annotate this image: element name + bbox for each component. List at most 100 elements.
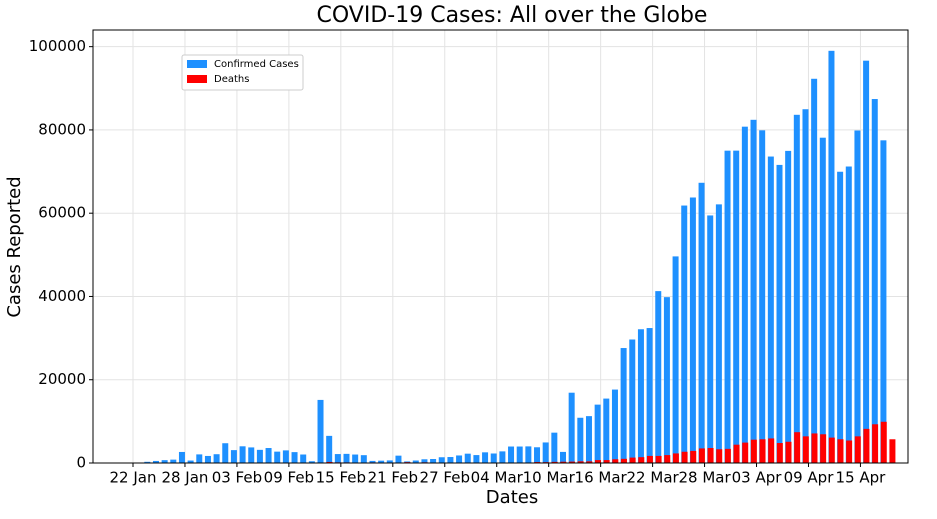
bar: [681, 206, 687, 463]
legend-swatch: [187, 75, 207, 83]
bar: [300, 455, 306, 463]
bar: [837, 439, 843, 463]
legend-label: Deaths: [214, 74, 249, 85]
bar: [673, 256, 679, 463]
bar: [170, 460, 176, 463]
bar: [274, 452, 280, 463]
bar: [777, 165, 783, 463]
bar: [699, 183, 705, 463]
x-tick-label: 03 Apr: [732, 469, 783, 487]
x-axis-label: Dates: [486, 487, 538, 508]
bar: [725, 449, 731, 463]
bar: [318, 400, 324, 463]
bar: [803, 436, 809, 463]
bar: [768, 438, 774, 463]
y-tick-label: 40000: [38, 287, 86, 305]
y-tick-label: 20000: [38, 370, 86, 388]
bar: [491, 453, 497, 463]
bar: [603, 399, 609, 463]
legend-swatch: [187, 60, 207, 68]
bar: [673, 453, 679, 463]
bar: [664, 455, 670, 463]
bar: [508, 447, 514, 463]
bar: [656, 456, 662, 463]
bar: [499, 451, 505, 463]
x-tick-label: 22 Mar: [627, 469, 680, 487]
bar: [629, 339, 635, 463]
bar: [820, 138, 826, 463]
bar: [707, 215, 713, 463]
bar: [395, 456, 401, 463]
bar: [785, 151, 791, 463]
bar: [638, 457, 644, 463]
bar: [854, 130, 860, 463]
bar: [551, 433, 557, 463]
bar: [881, 422, 887, 463]
bar: [820, 434, 826, 463]
y-axis-label: Cases Reported: [4, 176, 25, 317]
bar: [828, 51, 834, 463]
bar: [612, 390, 618, 463]
bar: [240, 446, 246, 463]
x-tick-label: 03 Feb: [212, 469, 262, 487]
bar: [595, 405, 601, 463]
bar: [248, 447, 254, 463]
x-tick-label: 27 Feb: [420, 469, 470, 487]
bar: [880, 140, 886, 463]
bar: [855, 436, 861, 463]
bar: [222, 443, 228, 463]
bar: [811, 433, 817, 463]
bar: [465, 454, 471, 463]
bar: [335, 454, 341, 463]
bar: [482, 452, 488, 463]
bar: [447, 457, 453, 463]
bar: [361, 455, 367, 463]
bar: [214, 454, 220, 463]
bar: [196, 454, 202, 463]
bar: [742, 127, 748, 463]
bar: [690, 451, 696, 463]
bar: [759, 130, 765, 463]
x-tick-label: 21 Feb: [368, 469, 418, 487]
bar: [768, 157, 774, 463]
bar: [863, 61, 869, 463]
y-tick-label: 100000: [29, 37, 86, 55]
bar: [630, 458, 636, 463]
x-tick-label: 04 Mar: [471, 469, 524, 487]
y-tick-label: 60000: [38, 204, 86, 222]
x-tick-label: 15 Feb: [316, 469, 366, 487]
x-tick-label: 15 Apr: [836, 469, 887, 487]
x-tick-label: 09 Apr: [784, 469, 835, 487]
bar: [751, 120, 757, 463]
bar: [473, 455, 479, 463]
bar: [794, 432, 800, 463]
bar: [811, 79, 817, 463]
bar: [586, 416, 592, 463]
bar: [647, 456, 653, 463]
bar: [829, 438, 835, 463]
bar: [760, 439, 766, 463]
bar: [179, 452, 185, 463]
bar: [534, 447, 540, 463]
chart-title: COVID-19 Cases: All over the Globe: [317, 3, 708, 28]
x-tick-label: 16 Mar: [575, 469, 628, 487]
bar: [352, 455, 358, 463]
bar: [690, 197, 696, 463]
bar: [872, 424, 878, 463]
bar: [733, 151, 739, 463]
bar: [872, 99, 878, 463]
bar: [292, 452, 298, 463]
bar: [794, 115, 800, 463]
x-tick-label: 28 Mar: [678, 469, 731, 487]
bar: [621, 459, 627, 463]
bar: [664, 297, 670, 463]
bar: [344, 454, 350, 463]
bar: [716, 449, 722, 463]
bar: [621, 348, 627, 463]
bar: [283, 450, 289, 463]
bar: [266, 448, 272, 463]
bar: [655, 291, 661, 463]
bars: [136, 51, 896, 463]
bar: [525, 446, 531, 463]
